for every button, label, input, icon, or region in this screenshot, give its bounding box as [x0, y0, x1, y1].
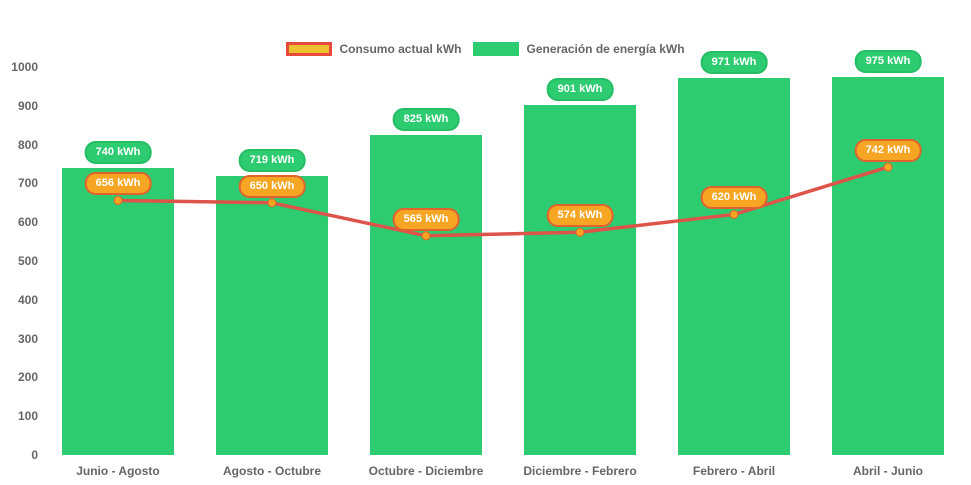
consumo-legend-swatch	[286, 42, 333, 56]
consumption-line-point[interactable]	[883, 162, 893, 172]
x-axis-category-label: Abril - Junio	[853, 464, 923, 478]
y-axis-tick-label: 700	[17, 176, 38, 191]
y-axis-tick-label: 100	[17, 409, 38, 424]
generation-value-label: 975 kWh	[854, 49, 922, 73]
generacion-legend-label: Generación de energía kWh	[526, 42, 685, 56]
generation-bar[interactable]	[832, 76, 944, 455]
x-axis-category-label: Agosto - Octubre	[223, 464, 321, 478]
generation-value-label: 740 kWh	[84, 140, 152, 164]
consumption-value-label: 574 kWh	[546, 204, 614, 228]
legend-item-generacion-energia[interactable]: Generación de energía kWh	[473, 42, 685, 56]
y-axis-tick-label: 200	[17, 370, 38, 385]
y-axis-tick-label: 0	[31, 448, 38, 462]
consumption-line-point[interactable]	[575, 227, 585, 237]
generacion-legend-swatch	[473, 42, 520, 56]
chart-legend: Consumo actual kWh Generación de energía…	[0, 42, 971, 56]
x-axis-category-label: Junio - Agosto	[76, 464, 160, 478]
consumption-value-label: 650 kWh	[238, 174, 306, 198]
generation-bar[interactable]	[216, 176, 328, 455]
y-axis-tick-label: 500	[17, 254, 38, 268]
consumption-value-label: 656 kWh	[84, 172, 152, 196]
generation-value-label: 901 kWh	[546, 78, 614, 102]
consumption-line-point[interactable]	[267, 198, 277, 208]
consumption-value-label: 620 kWh	[700, 186, 768, 210]
consumption-line-point[interactable]	[421, 231, 431, 241]
consumption-value-label: 742 kWh	[854, 139, 922, 163]
consumption-line-point[interactable]	[113, 195, 123, 205]
y-axis-tick-label: 800	[17, 137, 38, 152]
y-axis-tick-label: 300	[17, 331, 38, 346]
y-axis-tick-label: 400	[17, 292, 38, 307]
legend-item-consumo-actual[interactable]: Consumo actual kWh	[286, 42, 461, 56]
consumo-legend-label: Consumo actual kWh	[339, 42, 462, 56]
generation-bar[interactable]	[524, 105, 636, 455]
generation-bar[interactable]	[370, 134, 482, 455]
y-axis-tick-label: 900	[17, 98, 38, 113]
y-axis-tick-label: 600	[17, 215, 38, 230]
consumption-line-point[interactable]	[729, 209, 739, 219]
generation-bar[interactable]	[62, 167, 174, 455]
generation-value-label: 971 kWh	[700, 51, 768, 75]
generation-value-label: 825 kWh	[392, 107, 460, 131]
x-axis-category-label: Octubre - Diciembre	[368, 464, 484, 478]
consumption-value-label: 565 kWh	[392, 207, 460, 231]
generation-bar[interactable]	[678, 78, 790, 455]
x-axis-category-label: Febrero - Abril	[692, 464, 776, 478]
y-axis-tick-label: 1000	[11, 60, 38, 74]
x-axis-category-label: Diciembre - Febrero	[523, 464, 637, 478]
generation-value-label: 719 kWh	[238, 149, 306, 173]
